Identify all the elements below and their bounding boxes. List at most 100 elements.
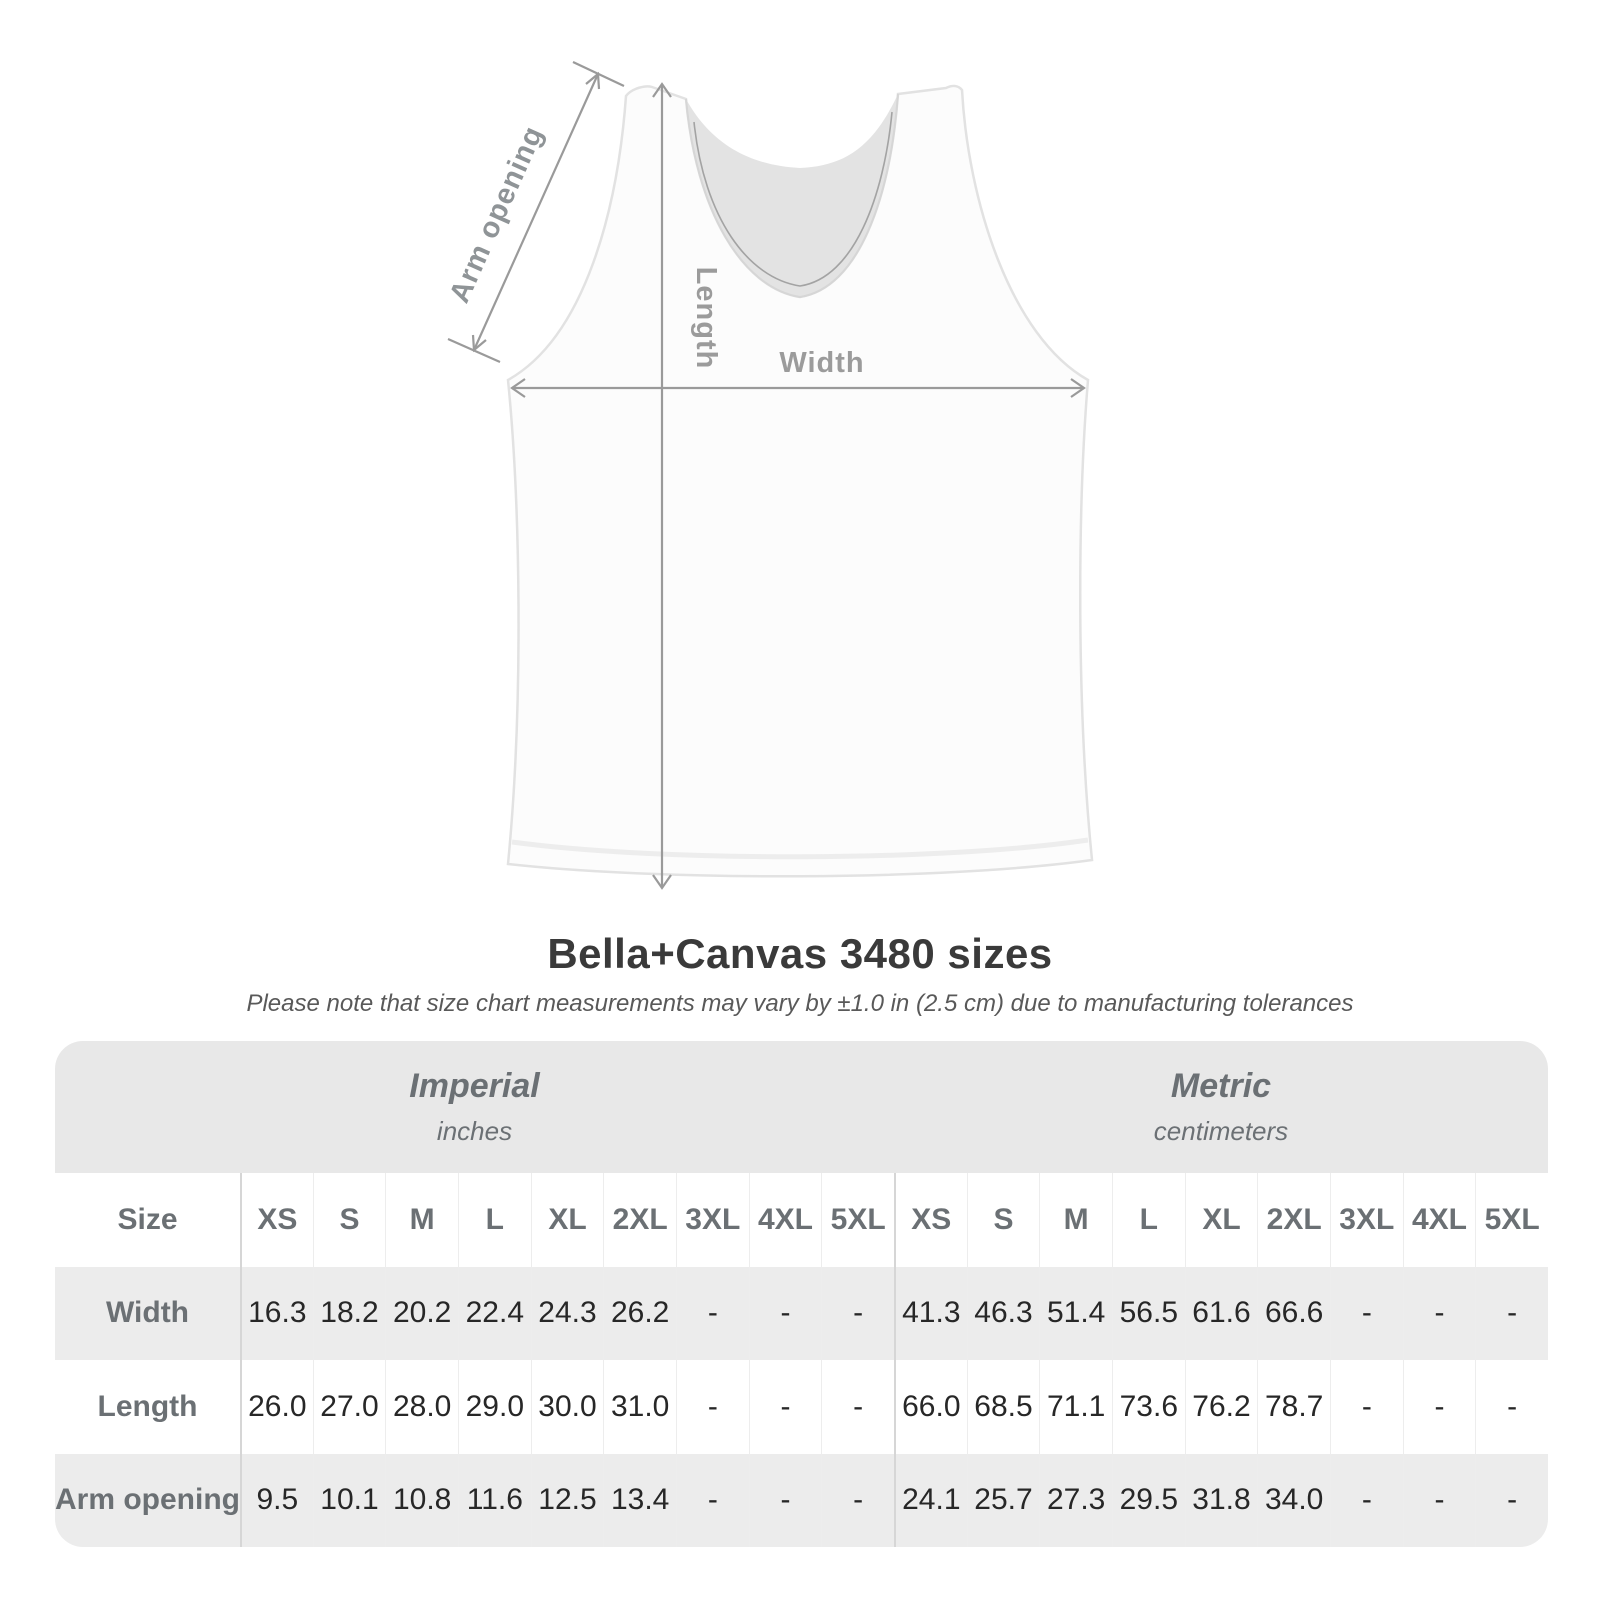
value-cell-metric-2xl: 34.0 bbox=[1257, 1453, 1330, 1547]
value-cell-metric-s: 25.7 bbox=[966, 1453, 1040, 1547]
tank-top-illustration: Arm opening Length Width bbox=[444, 61, 1094, 890]
size-header-m-imperial: M bbox=[385, 1173, 458, 1267]
value-cell-metric-5xl: - bbox=[1475, 1360, 1548, 1454]
table-row-length: Length 26.0 27.0 28.0 29.0 30.0 31.0- - -66.0 68.… bbox=[55, 1360, 1548, 1454]
value-cell-imperial-3xl: - bbox=[675, 1360, 749, 1454]
table-header-row: Size XS S M L XL 2XL 3XL 4XL 5XL XS S M L XL 2XL 3XL 4XL 5… bbox=[55, 1173, 1548, 1267]
width-label: Width bbox=[779, 347, 864, 379]
value-cell-imperial-xs: 16.3 bbox=[240, 1266, 313, 1360]
value-cell-metric-m: 51.4 bbox=[1039, 1266, 1112, 1360]
row-label: Width bbox=[105, 1296, 190, 1330]
page-subtitle: Please note that size chart measurements… bbox=[246, 990, 1354, 1017]
size-header-l-imperial: L bbox=[457, 1173, 531, 1267]
arm-opening-arrow bbox=[447, 61, 625, 364]
value-cell-metric-5xl: - bbox=[1475, 1453, 1548, 1547]
length-arrow bbox=[652, 82, 672, 890]
imperial-group-header: Imperial inches bbox=[55, 1067, 894, 1147]
size-header-3xl-imperial: 3XL bbox=[675, 1173, 749, 1267]
units-band: Imperial inches Metric centimeters bbox=[55, 1041, 1548, 1173]
value-cell-metric-2xl: 78.7 bbox=[1257, 1360, 1330, 1454]
value-cell-imperial-2xl: 26.2 bbox=[603, 1266, 676, 1360]
size-header-xl-metric: XL bbox=[1184, 1173, 1258, 1267]
value-cell-metric-2xl: 66.6 bbox=[1257, 1266, 1330, 1360]
length-label: Length bbox=[690, 267, 722, 370]
value-cell-imperial-s: 10.1 bbox=[312, 1453, 386, 1547]
hem-shading bbox=[511, 837, 1089, 860]
value-cell-metric-5xl: - bbox=[1475, 1266, 1548, 1360]
metric-group-header: Metric centimeters bbox=[894, 1067, 1548, 1147]
value-cell-metric-l: 56.5 bbox=[1111, 1266, 1185, 1360]
size-header-5xl-imperial: 5XL bbox=[821, 1173, 894, 1267]
value-cell-imperial-m: 20.2 bbox=[385, 1266, 458, 1360]
size-header-m-metric: M bbox=[1039, 1173, 1112, 1267]
neck-back-panel bbox=[686, 94, 898, 297]
size-header-2xl-metric: 2XL bbox=[1257, 1173, 1330, 1267]
value-cell-imperial-m: 10.8 bbox=[385, 1453, 458, 1547]
value-cell-imperial-3xl: - bbox=[675, 1266, 749, 1360]
value-cell-imperial-s: 18.2 bbox=[312, 1266, 386, 1360]
value-cell-metric-3xl: - bbox=[1329, 1266, 1403, 1360]
value-cell-metric-l: 29.5 bbox=[1111, 1453, 1185, 1547]
value-cell-metric-xl: 76.2 bbox=[1184, 1360, 1258, 1454]
value-cell-metric-xs: 24.1 bbox=[893, 1453, 967, 1547]
size-column-header: Size bbox=[117, 1202, 178, 1236]
value-cell-imperial-5xl: - bbox=[821, 1266, 894, 1360]
value-cell-imperial-xs: 9.5 bbox=[240, 1453, 313, 1547]
size-header-xl-imperial: XL bbox=[530, 1173, 604, 1267]
size-header-l-metric: L bbox=[1111, 1173, 1185, 1267]
value-cell-metric-4xl: - bbox=[1402, 1453, 1476, 1547]
value-cell-imperial-xl: 24.3 bbox=[530, 1266, 604, 1360]
value-cell-imperial-2xl: 13.4 bbox=[603, 1453, 676, 1547]
value-cell-imperial-4xl: - bbox=[748, 1266, 822, 1360]
value-cell-metric-3xl: - bbox=[1329, 1453, 1403, 1547]
value-cell-metric-4xl: - bbox=[1402, 1266, 1476, 1360]
value-cell-imperial-2xl: 31.0 bbox=[603, 1360, 676, 1454]
row-label: Length bbox=[97, 1389, 198, 1423]
value-cell-imperial-l: 22.4 bbox=[457, 1266, 531, 1360]
neck-seam-line bbox=[693, 111, 893, 287]
size-header-3xl-metric: 3XL bbox=[1329, 1173, 1403, 1267]
size-header-xs-imperial: XS bbox=[240, 1173, 313, 1267]
value-cell-metric-m: 71.1 bbox=[1039, 1360, 1112, 1454]
imperial-label: Imperial bbox=[409, 1067, 540, 1105]
value-cell-imperial-l: 29.0 bbox=[457, 1360, 531, 1454]
value-cell-imperial-m: 28.0 bbox=[385, 1360, 458, 1454]
row-label: Arm opening bbox=[55, 1483, 240, 1517]
value-cell-metric-xs: 41.3 bbox=[893, 1266, 967, 1360]
value-cell-imperial-xl: 12.5 bbox=[530, 1453, 604, 1547]
table-row-width: Width 16.3 18.2 20.2 22.4 24.3 26.2- - -41.3 46.3… bbox=[55, 1266, 1548, 1360]
value-cell-imperial-4xl: - bbox=[748, 1360, 822, 1454]
size-header-xs-metric: XS bbox=[893, 1173, 967, 1267]
value-cell-imperial-4xl: - bbox=[748, 1453, 822, 1547]
value-cell-metric-s: 46.3 bbox=[966, 1266, 1040, 1360]
value-cell-imperial-s: 27.0 bbox=[312, 1360, 386, 1454]
value-cell-metric-xl: 61.6 bbox=[1184, 1266, 1258, 1360]
imperial-unit-label: inches bbox=[436, 1116, 513, 1146]
value-cell-imperial-5xl: - bbox=[821, 1453, 894, 1547]
size-header-2xl-imperial: 2XL bbox=[603, 1173, 676, 1267]
width-arrow bbox=[510, 378, 1086, 398]
page-title: Bella+Canvas 3480 sizes bbox=[547, 930, 1053, 977]
size-chart-table: Imperial inches Metric centimeters Size X… bbox=[55, 1041, 1548, 1547]
size-header-4xl-metric: 4XL bbox=[1402, 1173, 1476, 1267]
value-cell-metric-l: 73.6 bbox=[1111, 1360, 1185, 1454]
size-table-grid: Size XS S M L XL 2XL 3XL 4XL 5XL XS S M L XL 2XL 3XL 4XL 5… bbox=[55, 1173, 1548, 1547]
value-cell-imperial-xl: 30.0 bbox=[530, 1360, 604, 1454]
size-header-s-imperial: S bbox=[312, 1173, 386, 1267]
metric-unit-label: centimeters bbox=[1153, 1116, 1289, 1146]
neckline-binding bbox=[685, 93, 899, 299]
value-cell-imperial-3xl: - bbox=[675, 1453, 749, 1547]
value-cell-imperial-5xl: - bbox=[821, 1360, 894, 1454]
table-row-arm-opening: Arm opening 9.5 10.1 10.8 11.6 12.5 13.4- - -24.… bbox=[55, 1453, 1548, 1547]
size-header-5xl-metric: 5XL bbox=[1475, 1173, 1548, 1267]
value-cell-metric-xl: 31.8 bbox=[1184, 1453, 1258, 1547]
metric-label: Metric bbox=[1170, 1067, 1272, 1105]
value-cell-metric-s: 68.5 bbox=[966, 1360, 1040, 1454]
size-header-4xl-imperial: 4XL bbox=[748, 1173, 822, 1267]
value-cell-metric-xs: 66.0 bbox=[893, 1360, 967, 1454]
tank-top-measurement-diagram: Arm opening Length Width bbox=[444, 61, 1094, 890]
size-header-s-metric: S bbox=[966, 1173, 1040, 1267]
value-cell-metric-4xl: - bbox=[1402, 1360, 1476, 1454]
value-cell-metric-m: 27.3 bbox=[1039, 1453, 1112, 1547]
value-cell-imperial-xs: 26.0 bbox=[240, 1360, 313, 1454]
